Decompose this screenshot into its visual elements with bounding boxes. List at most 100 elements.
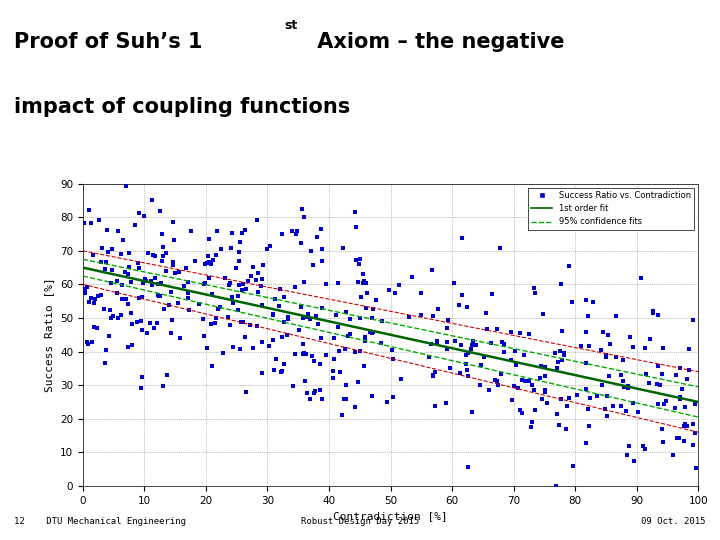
Point	[132, 294, 144, 302]
Point	[330, 310, 341, 319]
Point	[93, 215, 104, 224]
Point	[337, 244, 348, 252]
Point	[138, 212, 150, 221]
Point	[354, 347, 366, 355]
Point	[95, 258, 107, 267]
Point	[107, 245, 118, 253]
Point	[263, 341, 274, 350]
Point	[236, 228, 248, 237]
Point	[629, 456, 640, 465]
Point	[305, 395, 316, 403]
Point	[415, 289, 426, 298]
Point	[536, 395, 547, 404]
X-axis label: Contradiction [%]: Contradiction [%]	[333, 511, 448, 521]
Point	[393, 280, 405, 289]
Point	[506, 396, 518, 404]
Point	[311, 232, 323, 241]
Point	[233, 281, 245, 290]
Point	[107, 312, 119, 321]
Point	[256, 301, 268, 309]
Point	[340, 381, 351, 389]
Point	[149, 252, 161, 260]
Point	[287, 381, 299, 390]
Point	[320, 351, 332, 360]
Point	[534, 374, 545, 382]
Point	[681, 422, 693, 430]
Point	[264, 173, 276, 181]
Point	[315, 359, 326, 368]
Point	[289, 349, 300, 358]
Point	[549, 349, 561, 357]
Point	[627, 399, 639, 408]
Point	[112, 277, 123, 286]
Point	[237, 280, 248, 289]
Point	[449, 337, 461, 346]
Point	[582, 422, 594, 431]
Point	[151, 319, 163, 328]
Point	[152, 279, 163, 288]
Point	[222, 313, 234, 322]
Point	[186, 227, 197, 236]
Point	[526, 381, 538, 389]
Point	[117, 280, 128, 289]
Point	[528, 386, 539, 394]
Point	[149, 274, 161, 282]
Point	[132, 259, 144, 267]
Point	[617, 355, 629, 364]
Point	[82, 339, 94, 348]
Point	[623, 383, 634, 392]
Point	[617, 376, 629, 385]
Point	[516, 408, 528, 417]
Point	[445, 364, 456, 373]
Point	[580, 439, 592, 448]
Point	[236, 285, 248, 294]
Point	[387, 393, 399, 401]
Point	[100, 258, 112, 267]
Point	[496, 338, 508, 347]
Point	[679, 422, 690, 430]
Point	[537, 309, 549, 318]
Point	[269, 294, 281, 303]
Point	[485, 338, 497, 347]
Point	[366, 392, 378, 400]
Point	[647, 307, 659, 316]
Point	[168, 235, 180, 244]
Point	[462, 372, 473, 380]
Point	[338, 395, 350, 404]
Text: 12    DTU Mechanical Engineering: 12 DTU Mechanical Engineering	[14, 517, 186, 526]
Point	[580, 359, 592, 367]
Point	[638, 442, 649, 451]
Point	[616, 371, 627, 380]
Point	[315, 334, 327, 342]
Point	[302, 310, 314, 319]
Point	[113, 227, 125, 236]
Point	[441, 338, 453, 346]
Point	[349, 403, 361, 412]
Point	[343, 332, 354, 340]
Point	[554, 421, 565, 429]
Point	[480, 308, 492, 317]
Point	[336, 410, 348, 419]
Point	[361, 303, 372, 312]
Point	[582, 405, 594, 414]
Point	[286, 227, 297, 235]
Point	[212, 227, 223, 235]
Point	[333, 279, 344, 287]
Point	[657, 370, 668, 379]
Legend: Success Ratio vs. Contradiction, 1st order fit, 95% confidence fits: Success Ratio vs. Contradiction, 1st ord…	[528, 188, 694, 230]
Point	[466, 407, 477, 416]
Point	[274, 285, 286, 293]
Point	[308, 388, 320, 397]
Point	[106, 279, 117, 288]
Point	[189, 256, 201, 265]
Point	[602, 330, 613, 339]
Point	[153, 292, 165, 301]
Point	[428, 312, 439, 321]
Point	[157, 243, 168, 252]
Point	[210, 314, 221, 322]
Point	[239, 333, 251, 341]
Point	[201, 343, 212, 352]
Point	[618, 383, 630, 391]
Point	[172, 298, 184, 307]
Point	[466, 345, 477, 354]
